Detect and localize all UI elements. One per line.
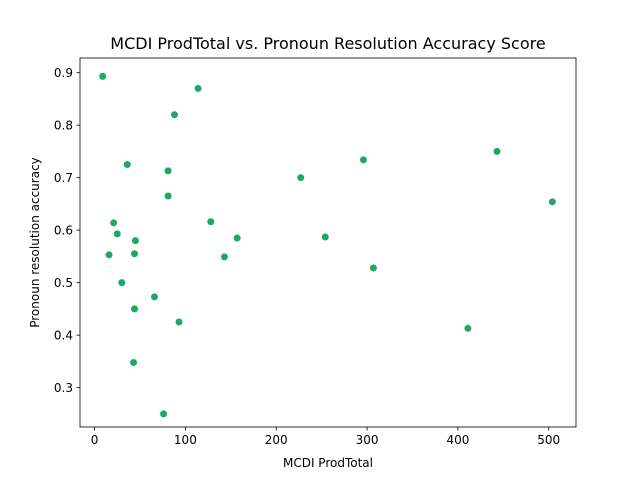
- x-tick-label: 400: [446, 433, 469, 447]
- data-point: [175, 318, 183, 326]
- y-tick-label: 0.5: [54, 276, 73, 290]
- data-point: [130, 358, 138, 366]
- x-tick-label: 0: [91, 433, 99, 447]
- y-axis-label: Pronoun resolution accuracy: [28, 157, 42, 328]
- x-tick-label: 200: [265, 433, 288, 447]
- x-tick-label: 500: [537, 433, 560, 447]
- data-point: [164, 167, 172, 175]
- data-point: [118, 279, 126, 287]
- data-point: [207, 218, 215, 226]
- data-point: [170, 111, 178, 119]
- y-tick-label: 0.9: [54, 66, 73, 80]
- data-point: [297, 174, 305, 182]
- y-tick-label: 0.7: [54, 171, 73, 185]
- data-point: [150, 293, 158, 301]
- x-tick-label: 100: [174, 433, 197, 447]
- plot-area: [80, 58, 576, 427]
- x-tick-label: 300: [356, 433, 379, 447]
- data-point: [194, 84, 202, 92]
- x-axis-ticks: 0 100 200 300 400 500: [91, 427, 560, 447]
- y-tick-label: 0.3: [54, 381, 73, 395]
- data-point: [160, 410, 168, 418]
- data-point: [321, 233, 329, 241]
- plot-frame: [79, 57, 577, 428]
- data-point: [131, 305, 139, 313]
- data-point: [113, 230, 121, 238]
- data-point: [110, 219, 118, 227]
- y-tick-label: 0.8: [54, 118, 73, 132]
- y-axis-ticks: 0.3 0.4 0.5 0.6 0.7 0.8 0.9: [54, 66, 80, 395]
- data-point: [464, 324, 472, 332]
- points-layer: [99, 72, 556, 418]
- data-point: [123, 161, 131, 169]
- data-point: [233, 234, 241, 242]
- data-point: [220, 253, 228, 261]
- data-point: [359, 156, 367, 164]
- data-point: [493, 147, 501, 155]
- data-point: [164, 192, 172, 200]
- y-tick-label: 0.4: [54, 328, 73, 342]
- data-point: [131, 237, 139, 245]
- chart-title: MCDI ProdTotal vs. Pronoun Resolution Ac…: [110, 34, 545, 53]
- data-point: [131, 250, 139, 258]
- data-point: [548, 198, 556, 206]
- x-axis-label: MCDI ProdTotal: [283, 456, 373, 470]
- y-tick-label: 0.6: [54, 223, 73, 237]
- data-point: [105, 251, 113, 259]
- data-point: [369, 264, 377, 272]
- data-point: [99, 72, 107, 80]
